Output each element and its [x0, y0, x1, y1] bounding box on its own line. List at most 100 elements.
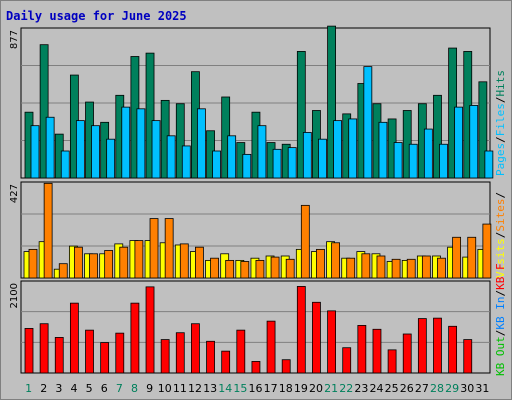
bar-files: [30, 125, 40, 179]
bar-kb-f: [327, 310, 336, 374]
bar-hits: [175, 103, 185, 179]
x-tick-label: 22: [339, 382, 353, 395]
bar-sites: [316, 248, 325, 279]
legend-entry: KB Out: [494, 336, 507, 376]
bar-files: [393, 142, 403, 179]
bar-sites: [43, 182, 53, 279]
x-tick-label: 5: [86, 382, 93, 395]
x-tick-label: 31: [475, 382, 489, 395]
bar-kb-f: [357, 325, 367, 374]
bar-files: [242, 153, 252, 179]
bar-kb-f: [342, 347, 352, 374]
bar-kb-f: [236, 329, 246, 374]
bar-kb-f: [130, 302, 140, 374]
bar-sites: [89, 253, 98, 279]
bar-files: [181, 145, 191, 179]
bar-files: [423, 128, 433, 179]
x-tick-label: 12: [188, 382, 202, 395]
x-tick-label: 10: [158, 382, 172, 395]
bar-files: [60, 150, 70, 179]
chart-title: Daily usage for June 2025: [6, 9, 187, 23]
legend-group: Visits/Sites/: [494, 192, 507, 278]
bar-sites: [482, 223, 492, 279]
bar-hits: [296, 51, 306, 179]
bar-hits: [39, 44, 49, 179]
bar-files: [469, 105, 479, 179]
bar-sites: [119, 246, 129, 279]
bar-files: [121, 106, 131, 179]
bar-kb-f: [281, 359, 291, 374]
bar-sites: [376, 255, 386, 279]
x-tick-label: 13: [203, 382, 217, 395]
legend-entry: Files: [494, 103, 507, 136]
bar-hits: [145, 52, 155, 179]
x-tick-label: 26: [400, 382, 414, 395]
bar-sites: [73, 246, 83, 279]
legend-entry: KB F: [494, 263, 507, 290]
bar-files: [75, 120, 85, 179]
x-tick-label: 7: [116, 382, 123, 395]
panel-kbf-plot-area: [20, 280, 491, 374]
legend-group: Pages/Files/Hits: [494, 70, 507, 176]
bar-sites: [149, 218, 159, 279]
bar-sites: [421, 255, 431, 279]
legend-entry: Sites: [494, 199, 507, 232]
x-tick-label: 16: [249, 382, 263, 395]
bar-sites: [240, 261, 250, 279]
x-tick-label: 17: [264, 382, 278, 395]
bar-files: [363, 66, 373, 179]
bar-sites: [255, 259, 265, 279]
bar-files: [197, 108, 206, 179]
x-tick-label: 28: [430, 382, 444, 395]
bar-sites: [452, 236, 462, 279]
legend-label-group: KB Out/KB In/KB F: [494, 263, 507, 376]
x-tick-label: 9: [146, 382, 153, 395]
legend-label-group: Visits/Sites/: [494, 192, 507, 278]
bar-files: [318, 138, 327, 179]
bar-kb-f: [266, 320, 276, 374]
bar-kb-f: [402, 333, 412, 374]
bar-kb-f: [85, 329, 94, 374]
legend-entry: /: [494, 330, 507, 337]
panel-hits_files_pages: 877: [9, 25, 494, 179]
bar-kb-f: [433, 317, 442, 374]
x-tick-label: 29: [445, 382, 459, 395]
bar-files: [227, 135, 237, 179]
x-tick-label: 8: [131, 382, 138, 395]
legend-entry: KB In: [494, 297, 507, 330]
bar-kb-f: [417, 318, 427, 374]
bar-hits: [478, 81, 488, 179]
bar-sites: [225, 259, 235, 279]
bar-sites: [285, 258, 295, 279]
bar-kb-f: [206, 340, 215, 374]
bar-sites: [164, 218, 174, 279]
bar-sites: [437, 257, 446, 279]
bar-kb-f: [115, 332, 125, 374]
bar-sites: [300, 204, 310, 279]
bar-files: [91, 125, 100, 179]
x-tick-label: 11: [173, 382, 187, 395]
bar-kb-f: [463, 339, 473, 374]
bar-sites: [179, 243, 189, 279]
legend-entry: Pages: [494, 143, 507, 176]
x-tick-label: 27: [415, 382, 429, 395]
x-tick-label: 2: [40, 382, 47, 395]
bar-kb-f: [39, 323, 49, 374]
legend-label-group: Pages/Files/Hits: [494, 70, 507, 176]
x-tick-label: 21: [324, 382, 338, 395]
x-tick-label: 25: [385, 382, 399, 395]
bar-kb-f: [372, 328, 382, 374]
legend-entry: /: [494, 232, 507, 239]
bar-kb-f: [145, 286, 155, 374]
bar-kb-f: [24, 328, 34, 374]
bar-kb-f: [160, 339, 170, 374]
x-tick-label: 1: [25, 382, 32, 395]
bar-files: [106, 138, 116, 179]
bar-files: [136, 108, 146, 179]
bar-files: [439, 143, 448, 179]
bar-kb-f: [221, 350, 231, 374]
bar-files: [166, 135, 176, 179]
bar-sites: [195, 246, 204, 279]
legend-entry: Visits: [494, 238, 507, 278]
bar-sites: [28, 248, 38, 279]
